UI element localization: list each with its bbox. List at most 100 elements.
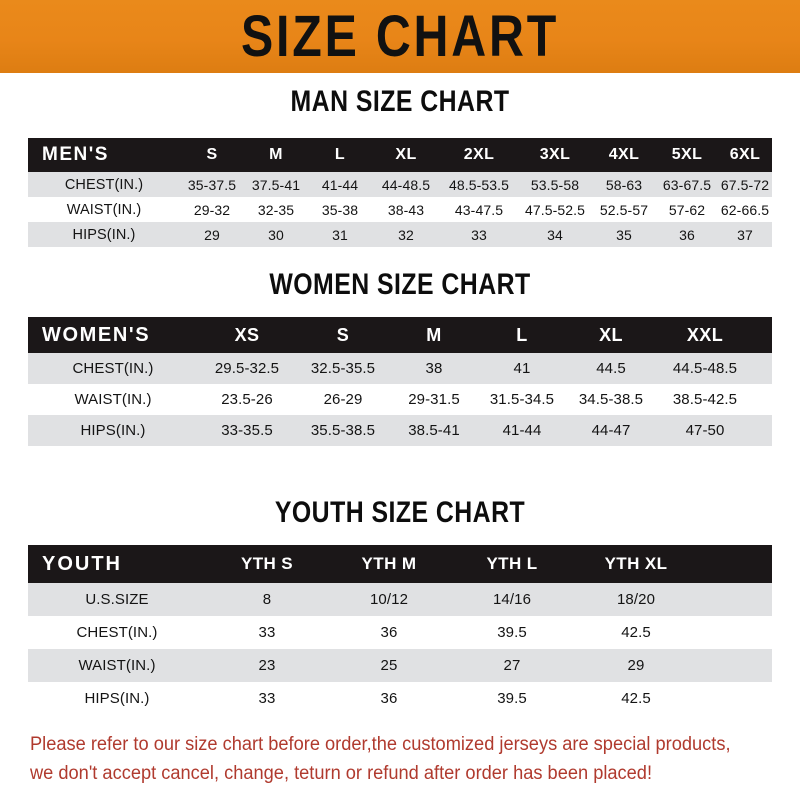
women-size-table: WOMEN'S XS S M L XL XXL CHEST(IN.) 29.5-… — [28, 317, 772, 446]
men-col-header-3xl: 3XL — [539, 146, 571, 163]
youth-table-header-row: YOUTH YTH S YTH M YTH L YTH XL — [28, 545, 772, 583]
women-hips-l: 41-44 — [478, 415, 566, 446]
men-hips-5xl: 36 — [656, 222, 718, 247]
women-table-header-row: WOMEN'S XS S M L XL XXL — [28, 317, 772, 353]
page-title: SIZE CHART — [240, 4, 560, 69]
men-col-header-6xl: 6XL — [729, 146, 761, 163]
youth-chest-m: 36 — [328, 616, 450, 649]
table-row: WAIST(IN.) 23 25 27 29 — [28, 649, 772, 682]
women-row-label-chest: CHEST(IN.) — [28, 353, 198, 384]
women-hips-xxl: 47-50 — [656, 415, 754, 446]
women-chest-s: 32.5-35.5 — [296, 353, 390, 384]
women-hips-s: 35.5-38.5 — [296, 415, 390, 446]
size-chart-banner: SIZE CHART — [0, 0, 800, 73]
men-hips-4xl: 35 — [592, 222, 656, 247]
men-chest-4xl: 58-63 — [592, 172, 656, 197]
table-row: HIPS(IN.) 33 36 39.5 42.5 — [28, 682, 772, 715]
men-chest-5xl: 63-67.5 — [656, 172, 718, 197]
men-waist-6xl: 62-66.5 — [718, 197, 772, 222]
men-waist-5xl: 57-62 — [656, 197, 718, 222]
women-waist-l: 31.5-34.5 — [478, 384, 566, 415]
youth-col-spacer — [698, 545, 772, 583]
youth-us-size-xl: 18/20 — [574, 583, 698, 616]
women-chest-xl: 44.5 — [566, 353, 656, 384]
men-waist-m: 32-35 — [244, 197, 308, 222]
men-hips-l: 31 — [308, 222, 372, 247]
youth-hips-spacer — [698, 682, 772, 715]
youth-chest-spacer — [698, 616, 772, 649]
disclaimer-line-1: Please refer to our size chart before or… — [30, 734, 731, 755]
table-row: U.S.SIZE 8 10/12 14/16 18/20 — [28, 583, 772, 616]
youth-us-size-l: 14/16 — [450, 583, 574, 616]
women-col-header-m: M — [426, 324, 442, 345]
women-chest-m: 38 — [390, 353, 478, 384]
women-chest-l: 41 — [478, 353, 566, 384]
table-row: HIPS(IN.) 33-35.5 35.5-38.5 38.5-41 41-4… — [28, 415, 772, 446]
women-waist-xs: 23.5-26 — [198, 384, 296, 415]
youth-row-label-hips: HIPS(IN.) — [28, 682, 206, 715]
section-title-man: MAN SIZE CHART — [290, 85, 510, 118]
men-row-label-hips: HIPS(IN.) — [28, 222, 180, 247]
table-row: CHEST(IN.) 33 36 39.5 42.5 — [28, 616, 772, 649]
youth-waist-spacer — [698, 649, 772, 682]
youth-col-header-yth-m: YTH M — [361, 554, 417, 573]
men-col-header-xl: XL — [395, 146, 417, 163]
women-row-label-hips: HIPS(IN.) — [28, 415, 198, 446]
women-chest-spacer — [754, 353, 772, 384]
men-col-header-5xl: 5XL — [671, 146, 703, 163]
men-chest-6xl: 67.5-72 — [718, 172, 772, 197]
table-row: CHEST(IN.) 35-37.5 37.5-41 41-44 44-48.5… — [28, 172, 772, 197]
women-col-header-s: S — [336, 324, 350, 345]
women-chest-xxl: 44.5-48.5 — [656, 353, 754, 384]
men-hips-6xl: 37 — [718, 222, 772, 247]
men-size-table: MEN'S S M L XL 2XL 3XL 4XL 5XL 6XL CHEST… — [28, 138, 772, 247]
men-chest-s: 35-37.5 — [180, 172, 244, 197]
section-title-women: WOMEN SIZE CHART — [269, 268, 531, 301]
men-waist-s: 29-32 — [180, 197, 244, 222]
men-col-header-l: L — [334, 146, 346, 163]
youth-us-size-spacer — [698, 583, 772, 616]
youth-chest-l: 39.5 — [450, 616, 574, 649]
women-waist-s: 26-29 — [296, 384, 390, 415]
youth-hips-m: 36 — [328, 682, 450, 715]
women-hips-spacer — [754, 415, 772, 446]
women-chest-xs: 29.5-32.5 — [198, 353, 296, 384]
order-disclaimer: Please refer to our size chart before or… — [30, 730, 748, 788]
youth-row-label-header: YOUTH — [42, 552, 122, 575]
youth-row-label-us-size: U.S.SIZE — [28, 583, 206, 616]
men-row-label-chest: CHEST(IN.) — [28, 172, 180, 197]
youth-row-label-waist: WAIST(IN.) — [28, 649, 206, 682]
men-hips-xl: 32 — [372, 222, 440, 247]
youth-row-label-chest: CHEST(IN.) — [28, 616, 206, 649]
men-col-header-4xl: 4XL — [608, 146, 640, 163]
youth-waist-m: 25 — [328, 649, 450, 682]
youth-waist-l: 27 — [450, 649, 574, 682]
youth-size-table: YOUTH YTH S YTH M YTH L YTH XL U.S.SIZE … — [28, 545, 772, 715]
table-row: CHEST(IN.) 29.5-32.5 32.5-35.5 38 41 44.… — [28, 353, 772, 384]
men-row-label-waist: WAIST(IN.) — [28, 197, 180, 222]
youth-chest-xl: 42.5 — [574, 616, 698, 649]
men-chest-2xl: 48.5-53.5 — [440, 172, 518, 197]
section-title-youth: YOUTH SIZE CHART — [274, 496, 526, 529]
men-row-label-header: MEN'S — [42, 144, 109, 165]
youth-waist-s: 23 — [206, 649, 328, 682]
table-row: WAIST(IN.) 29-32 32-35 35-38 38-43 43-47… — [28, 197, 772, 222]
women-waist-xxl: 38.5-42.5 — [656, 384, 754, 415]
men-chest-xl: 44-48.5 — [372, 172, 440, 197]
youth-hips-xl: 42.5 — [574, 682, 698, 715]
men-waist-2xl: 43-47.5 — [440, 197, 518, 222]
disclaimer-line-2: we don't accept cancel, change, teturn o… — [30, 763, 653, 784]
women-waist-spacer — [754, 384, 772, 415]
women-row-label-waist: WAIST(IN.) — [28, 384, 198, 415]
women-waist-xl: 34.5-38.5 — [566, 384, 656, 415]
men-table-header-row: MEN'S S M L XL 2XL 3XL 4XL 5XL 6XL — [28, 138, 772, 172]
women-col-header-xs: XS — [234, 324, 260, 345]
women-hips-m: 38.5-41 — [390, 415, 478, 446]
women-hips-xl: 44-47 — [566, 415, 656, 446]
men-col-header-m: M — [269, 146, 283, 163]
men-chest-l: 41-44 — [308, 172, 372, 197]
men-col-header-2xl: 2XL — [463, 146, 495, 163]
youth-col-header-yth-l: YTH L — [486, 554, 538, 573]
table-row: HIPS(IN.) 29 30 31 32 33 34 35 36 37 — [28, 222, 772, 247]
youth-us-size-m: 10/12 — [328, 583, 450, 616]
